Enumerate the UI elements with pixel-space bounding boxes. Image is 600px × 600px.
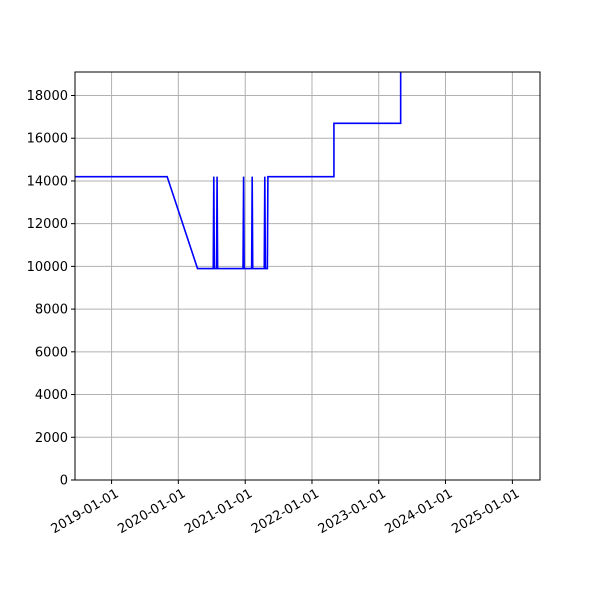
y-tick-label: 18000 — [27, 89, 68, 104]
y-tick-label: 6000 — [35, 345, 68, 360]
y-tick-label: 14000 — [27, 174, 68, 189]
series-line — [75, 72, 402, 270]
data-series — [75, 72, 402, 270]
plot-area — [75, 72, 540, 480]
y-tick-label: 16000 — [27, 132, 68, 147]
y-tick-label: 10000 — [27, 260, 68, 275]
grid-lines — [75, 72, 540, 481]
y-tick-label: 4000 — [35, 388, 68, 403]
plot-frame — [74, 71, 541, 481]
y-tick-label: 8000 — [35, 303, 68, 318]
y-tick-label: 12000 — [27, 217, 68, 232]
y-tick-label: 2000 — [35, 431, 68, 446]
y-tick-label: 0 — [60, 474, 68, 489]
y-axis: 0 2000 4000 6000 8000 10000 12000 14000 16000 180… — [27, 89, 75, 489]
